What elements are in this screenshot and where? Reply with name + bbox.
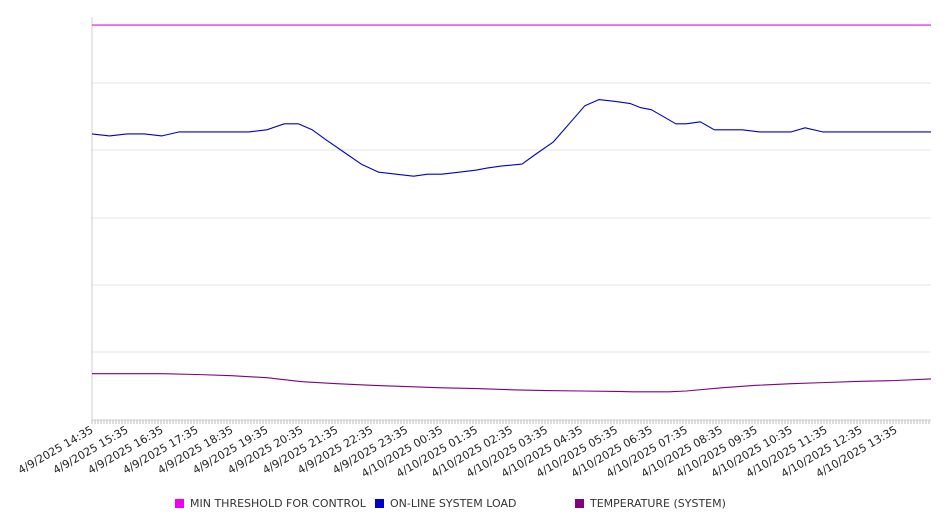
legend-label-min-threshold: MIN THRESHOLD FOR CONTROL bbox=[190, 497, 366, 510]
legend-label-online-system-load: ON-LINE SYSTEM LOAD bbox=[390, 497, 517, 510]
x-axis-minor-ticks bbox=[91, 420, 930, 424]
grid-lines bbox=[92, 82, 931, 353]
legend-swatch-temperature-system bbox=[575, 499, 584, 508]
legend: MIN THRESHOLD FOR CONTROL ON-LINE SYSTEM… bbox=[0, 497, 946, 515]
legend-item-online-system-load[interactable]: ON-LINE SYSTEM LOAD bbox=[375, 497, 516, 510]
series-group bbox=[91, 24, 932, 393]
legend-item-min-threshold[interactable]: MIN THRESHOLD FOR CONTROL bbox=[175, 497, 366, 510]
legend-label-temperature-system: TEMPERATURE (SYSTEM) bbox=[590, 497, 726, 510]
legend-item-temperature-system[interactable]: TEMPERATURE (SYSTEM) bbox=[575, 497, 726, 510]
legend-swatch-online-system-load bbox=[375, 499, 384, 508]
legend-swatch-min-threshold bbox=[175, 499, 184, 508]
series-line-2 bbox=[91, 99, 931, 177]
series-line-3 bbox=[92, 373, 932, 393]
x-axis-labels: 4/9/2025 14:354/9/2025 15:354/9/2025 16:… bbox=[16, 423, 900, 480]
